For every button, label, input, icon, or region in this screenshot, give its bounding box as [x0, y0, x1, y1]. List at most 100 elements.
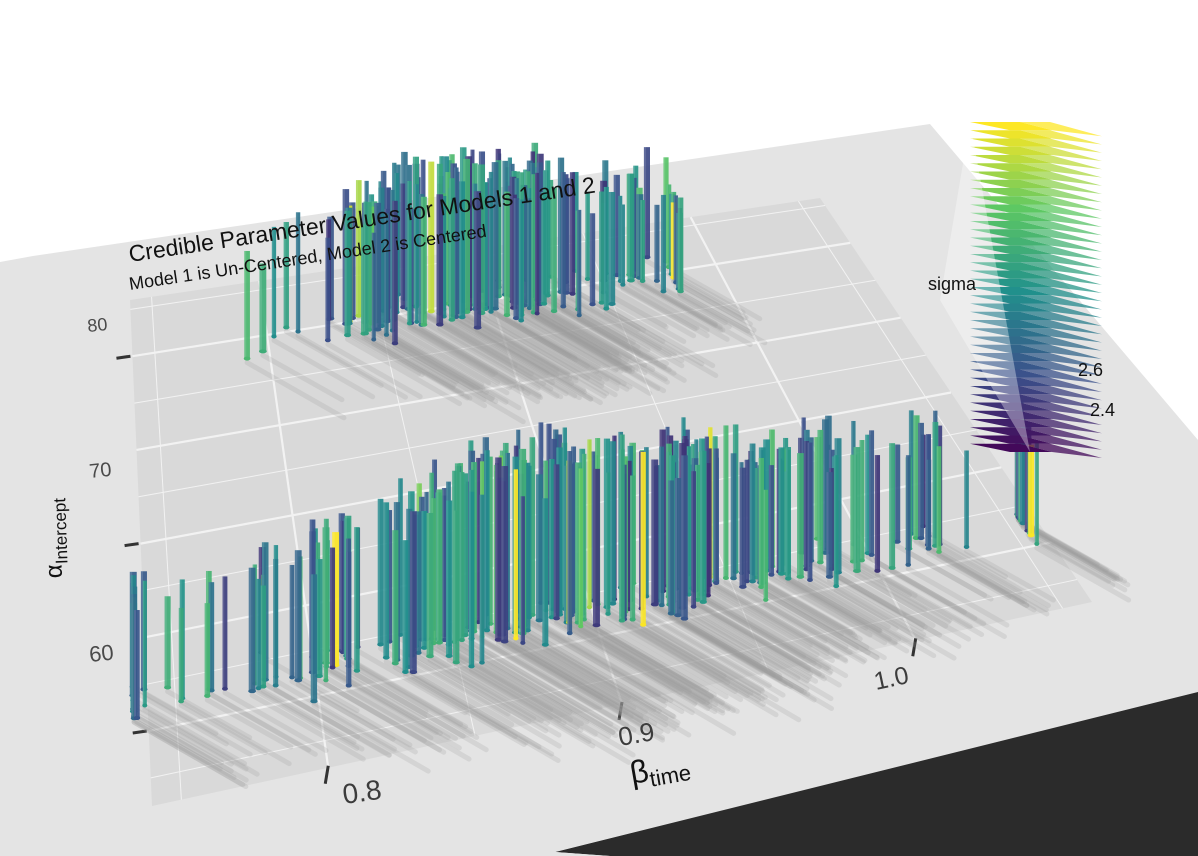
- column-shadow: [653, 604, 783, 682]
- column-shadow: [769, 567, 898, 645]
- column-shadow: [817, 563, 942, 638]
- legend-colorbar: [970, 122, 1052, 452]
- data-point-column: [605, 472, 611, 616]
- column-shadow: [438, 306, 560, 379]
- legend-sigma: sigma 2.4 2.6: [928, 122, 1115, 458]
- column-shadow: [449, 321, 582, 401]
- column-shadow: [435, 640, 573, 723]
- column-shadow: [469, 619, 604, 700]
- column-shadow: [271, 338, 376, 400]
- column-shadow: [1034, 545, 1132, 603]
- x-axis: 0.8 0.9 1.0 βtime: [341, 661, 912, 810]
- column-shadow: [740, 588, 853, 655]
- column-shadow: [511, 309, 619, 373]
- column-shadow: [488, 625, 644, 719]
- column-shadow: [502, 296, 629, 371]
- data-point-column: [576, 209, 582, 318]
- column-shadow: [522, 627, 677, 720]
- x-tick-label: 0.8: [341, 774, 384, 810]
- data-point-column: [329, 547, 336, 670]
- column-shadow: [355, 648, 468, 716]
- data-point-column: [618, 449, 626, 623]
- column-shadow: [797, 578, 915, 648]
- data-point-column: [222, 576, 228, 691]
- column-shadow: [595, 605, 750, 699]
- data-point-column: [608, 191, 616, 306]
- column-shadow: [437, 315, 578, 399]
- column-shadow: [252, 685, 365, 752]
- column-shadow: [804, 567, 932, 644]
- column-shadow: [314, 670, 434, 741]
- column-shadow: [764, 572, 888, 646]
- column-shadow: [778, 575, 898, 646]
- data-point-column: [255, 578, 262, 691]
- x-tick-mark: [911, 638, 918, 657]
- column-shadow: [768, 576, 873, 638]
- column-shadow: [829, 554, 928, 613]
- column-shadow: [640, 626, 802, 723]
- column-shadow: [640, 282, 718, 328]
- column-shadow: [599, 304, 705, 367]
- column-shadow: [637, 279, 718, 327]
- column-shadow: [451, 313, 575, 386]
- column-shadow: [586, 608, 744, 703]
- column-shadow: [445, 305, 570, 379]
- grid-line-x: [798, 200, 1064, 609]
- column-shadow: [204, 697, 294, 750]
- column-shadow: [208, 691, 312, 753]
- data-point-column: [391, 200, 399, 346]
- column-shadow: [894, 543, 988, 598]
- data-point-column: [283, 222, 290, 330]
- column-shadow: [471, 633, 629, 728]
- column-shadow: [249, 692, 366, 762]
- column-shadow: [636, 279, 723, 330]
- column-shadow: [778, 571, 883, 634]
- column-shadow: [825, 543, 918, 598]
- column-shadow: [483, 310, 603, 382]
- column-shadow: [581, 620, 736, 714]
- column-shadow: [345, 660, 480, 740]
- column-shadow: [289, 678, 396, 742]
- column-shadows: [130, 258, 1132, 790]
- column-shadow: [551, 610, 710, 706]
- column-shadow: [256, 689, 360, 751]
- column-shadow: [333, 666, 458, 741]
- y-tick-label: 70: [88, 459, 112, 483]
- column-shadow: [206, 690, 318, 757]
- column-shadow: [363, 334, 488, 409]
- column-shadow: [589, 305, 677, 357]
- column-shadow: [686, 596, 825, 679]
- column-shadow: [671, 279, 744, 322]
- column-shadow: [609, 305, 716, 369]
- data-point-column: [436, 194, 444, 327]
- data-point-column: [204, 603, 211, 698]
- column-shadow: [739, 574, 844, 637]
- column-shadow: [394, 313, 525, 392]
- grid-line-x: [151, 296, 182, 800]
- data-point-column: [400, 183, 407, 310]
- column-shadow: [459, 641, 616, 735]
- data-point-column: [598, 191, 605, 305]
- column-shadow: [707, 578, 848, 663]
- column-shadow: [131, 710, 224, 766]
- column-shadow: [500, 619, 657, 713]
- column-shadow: [459, 318, 587, 395]
- column-shadow: [472, 306, 605, 386]
- column-shadow: [760, 566, 869, 631]
- data-point-column: [620, 204, 626, 287]
- column-shadow: [605, 615, 738, 695]
- column-shadow: [347, 322, 457, 388]
- column-shadow: [131, 712, 249, 783]
- data-point-column: [513, 469, 519, 641]
- column-shadow: [510, 303, 629, 373]
- column-shadow: [391, 313, 531, 396]
- column-shadow: [673, 283, 757, 333]
- data-point-column: [749, 443, 756, 584]
- column-shadow: [695, 601, 822, 677]
- column-shadow: [131, 705, 234, 767]
- data-point-column: [853, 447, 861, 573]
- data-point-column: [427, 161, 435, 314]
- column-shadow: [600, 293, 687, 344]
- column-shadow: [392, 664, 518, 740]
- column-shadow: [131, 717, 223, 772]
